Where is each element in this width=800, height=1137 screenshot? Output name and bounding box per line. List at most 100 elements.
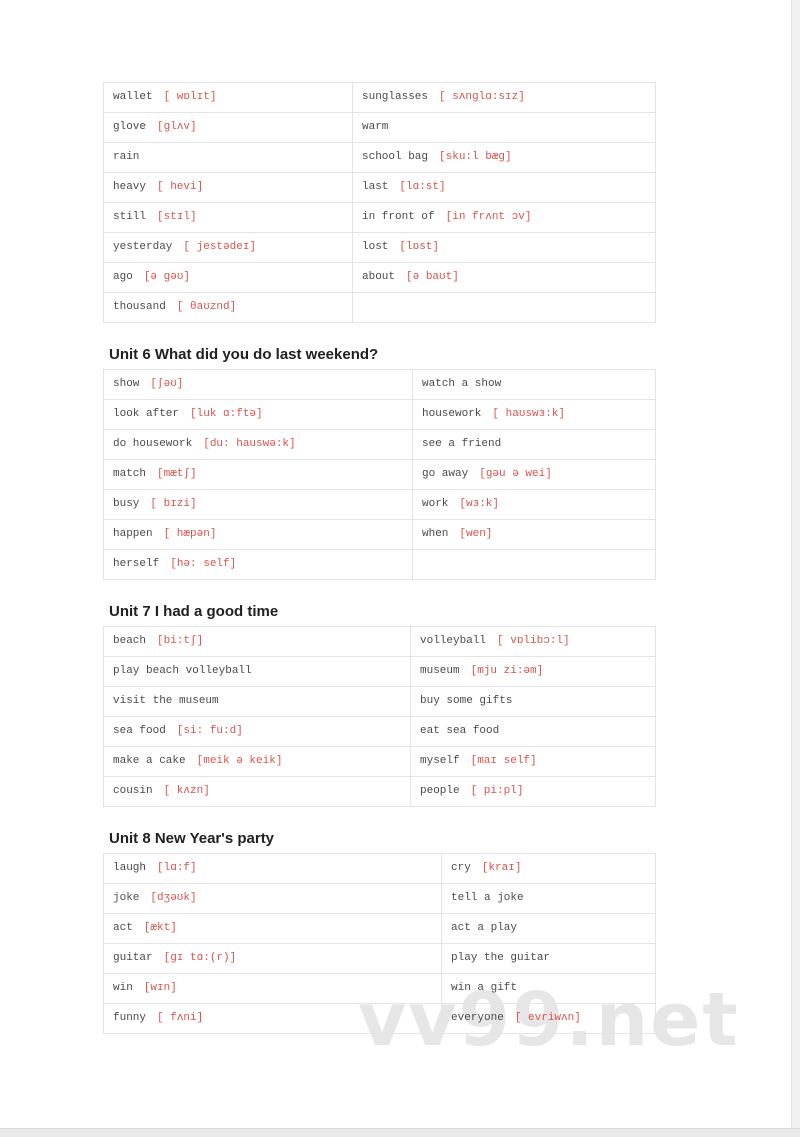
word-text: visit the museum	[113, 695, 219, 707]
word-text: museum	[420, 665, 460, 677]
vocab-cell: yesterday [ jestədeɪ]	[103, 232, 353, 263]
vocab-cell: act a play	[441, 913, 656, 944]
phonetic-text: [ wɒlɪt]	[163, 91, 217, 103]
word-text: laugh	[113, 862, 147, 874]
vocab-cell: warm	[352, 112, 656, 143]
vocab-cell: museum [mju zi:əm]	[410, 656, 656, 687]
vocab-table: wallet [ wɒlɪt] sunglasses [ sʌnglɑ:sɪz] glo…	[103, 82, 656, 323]
phonetic-text: [glʌv]	[157, 121, 197, 133]
table-row: cousin [ kʌzn] people [ pi:pl]	[103, 776, 656, 807]
vocab-cell: heavy [ hevi]	[103, 172, 353, 203]
word-text: glove	[113, 121, 147, 133]
vocab-cell: still [stɪl]	[103, 202, 353, 233]
word-text: everyone	[451, 1012, 504, 1024]
word-text: do housework	[113, 438, 193, 450]
unit-heading: Unit 7 I had a good time	[109, 603, 279, 620]
phonetic-text: [luk ɑ:ftə]	[190, 408, 263, 420]
vocab-cell: housework [ haʊswɜ:k]	[412, 399, 656, 430]
vocab-cell: win [wɪn]	[103, 973, 442, 1004]
table-row: laugh [lɑ:f] cry [kraɪ]	[103, 853, 656, 884]
phonetic-text: [ kʌzn]	[163, 785, 210, 797]
word-text: act a play	[451, 922, 518, 934]
phonetic-text: [gəu ə wei]	[479, 468, 552, 480]
vocab-cell	[412, 549, 656, 580]
vocab-cell: myself [maɪ self]	[410, 746, 656, 777]
vocab-cell: everyone [ evriwʌn]	[441, 1003, 656, 1034]
phonetic-text: [wɜ:k]	[459, 498, 500, 510]
word-text: busy	[113, 498, 140, 510]
vocab-cell: see a friend	[412, 429, 656, 460]
word-text: watch a show	[422, 378, 502, 390]
vocab-table: laugh [lɑ:f] cry [kraɪ] joke [dʒəʊk] tell a jo…	[103, 853, 656, 1034]
table-row: sea food [si: fu:d] eat sea food	[103, 716, 656, 747]
table-row: wallet [ wɒlɪt] sunglasses [ sʌnglɑ:sɪz]	[103, 82, 656, 113]
vocab-cell: play beach volleyball	[103, 656, 411, 687]
table-row: busy [ bɪzi] work [wɜ:k]	[103, 489, 656, 520]
table-row: joke [dʒəʊk] tell a joke	[103, 883, 656, 914]
unit-heading: Unit 8 New Year's party	[109, 830, 275, 847]
phonetic-text: [du: hauswə:k]	[203, 438, 296, 450]
word-text: buy some gifts	[420, 695, 513, 707]
vocab-cell: do housework [du: hauswə:k]	[103, 429, 413, 460]
phonetic-text: [ hæpən]	[163, 528, 217, 540]
word-text: wallet	[113, 91, 153, 103]
word-text: sea food	[113, 725, 166, 737]
word-text: myself	[420, 755, 460, 767]
phonetic-text: [hə: self]	[170, 558, 237, 570]
vocab-cell: buy some gifts	[410, 686, 656, 717]
vocab-cell: last [lɑ:st]	[352, 172, 656, 203]
word-text: make a cake	[113, 755, 186, 767]
word-text: funny	[113, 1012, 147, 1024]
vocab-cell: in front of [in frʌnt ɔv]	[352, 202, 656, 233]
word-text: school bag	[362, 151, 429, 163]
vocab-cell: school bag [sku:l bæg]	[352, 142, 656, 173]
phonetic-text: [meik ə keik]	[196, 755, 283, 767]
word-text: see a friend	[422, 438, 502, 450]
word-text: people	[420, 785, 460, 797]
word-text: guitar	[113, 952, 153, 964]
phonetic-text: [ jestədeɪ]	[183, 241, 257, 253]
vocab-cell: glove [glʌv]	[103, 112, 353, 143]
word-text: play the guitar	[451, 952, 551, 964]
vocab-cell: beach [bi:tʃ]	[103, 626, 411, 657]
word-text: volleyball	[420, 635, 487, 647]
vocab-cell: volleyball [ vɒlibɔ:l]	[410, 626, 656, 657]
vocab-cell: rain	[103, 142, 353, 173]
phonetic-text: [stɪl]	[157, 211, 197, 223]
phonetic-text: [ hevi]	[157, 181, 204, 193]
phonetic-text: [ə gəʊ]	[143, 271, 191, 283]
phonetic-text: [lɑ:f]	[157, 862, 197, 874]
table-row: match [mætʃ] go away [gəu ə wei]	[103, 459, 656, 490]
phonetic-text: [gɪ tɑ:(r)]	[163, 952, 237, 964]
table-row: herself [hə: self]	[103, 549, 656, 580]
vocab-cell: show [ʃəʊ]	[103, 369, 413, 400]
vocab-cell: visit the museum	[103, 686, 411, 717]
phonetic-text: [mætʃ]	[157, 468, 197, 480]
vocab-cell: funny [ fʌni]	[103, 1003, 442, 1034]
word-text: last	[362, 181, 389, 193]
word-text: cry	[451, 862, 471, 874]
table-row: still [stɪl] in front of [in frʌnt ɔv]	[103, 202, 656, 233]
word-text: yesterday	[113, 241, 173, 253]
word-text: beach	[113, 635, 147, 647]
phonetic-text: [ evriwʌn]	[514, 1012, 581, 1024]
table-row: heavy [ hevi] last [lɑ:st]	[103, 172, 656, 203]
vocab-table: beach [bi:tʃ] volleyball [ vɒlibɔ:l] play be…	[103, 626, 656, 807]
word-text: rain	[113, 151, 140, 163]
table-row: glove [glʌv] warm	[103, 112, 656, 143]
table-row: funny [ fʌni] everyone [ evriwʌn]	[103, 1003, 656, 1034]
vocab-cell: happen [ hæpən]	[103, 519, 413, 550]
vocab-table: show [ʃəʊ] watch a show look after [luk ɑ:ft…	[103, 369, 656, 580]
vocab-cell: when [wen]	[412, 519, 656, 550]
vocabulary-content: wallet [ wɒlɪt] sunglasses [ sʌnglɑ:sɪz] glo…	[103, 0, 656, 1034]
phonetic-text: [ haʊswɜ:k]	[492, 408, 566, 420]
word-text: cousin	[113, 785, 153, 797]
phonetic-text: [lɑ:st]	[399, 181, 446, 193]
word-text: in front of	[362, 211, 435, 223]
word-text: sunglasses	[362, 91, 429, 103]
unit-heading: Unit 6 What did you do last weekend?	[109, 346, 379, 363]
table-row: make a cake [meik ə keik] myself [maɪ self]	[103, 746, 656, 777]
vocab-cell: work [wɜ:k]	[412, 489, 656, 520]
word-text: still	[113, 211, 147, 223]
phonetic-text: [ θaʊznd]	[176, 301, 237, 313]
